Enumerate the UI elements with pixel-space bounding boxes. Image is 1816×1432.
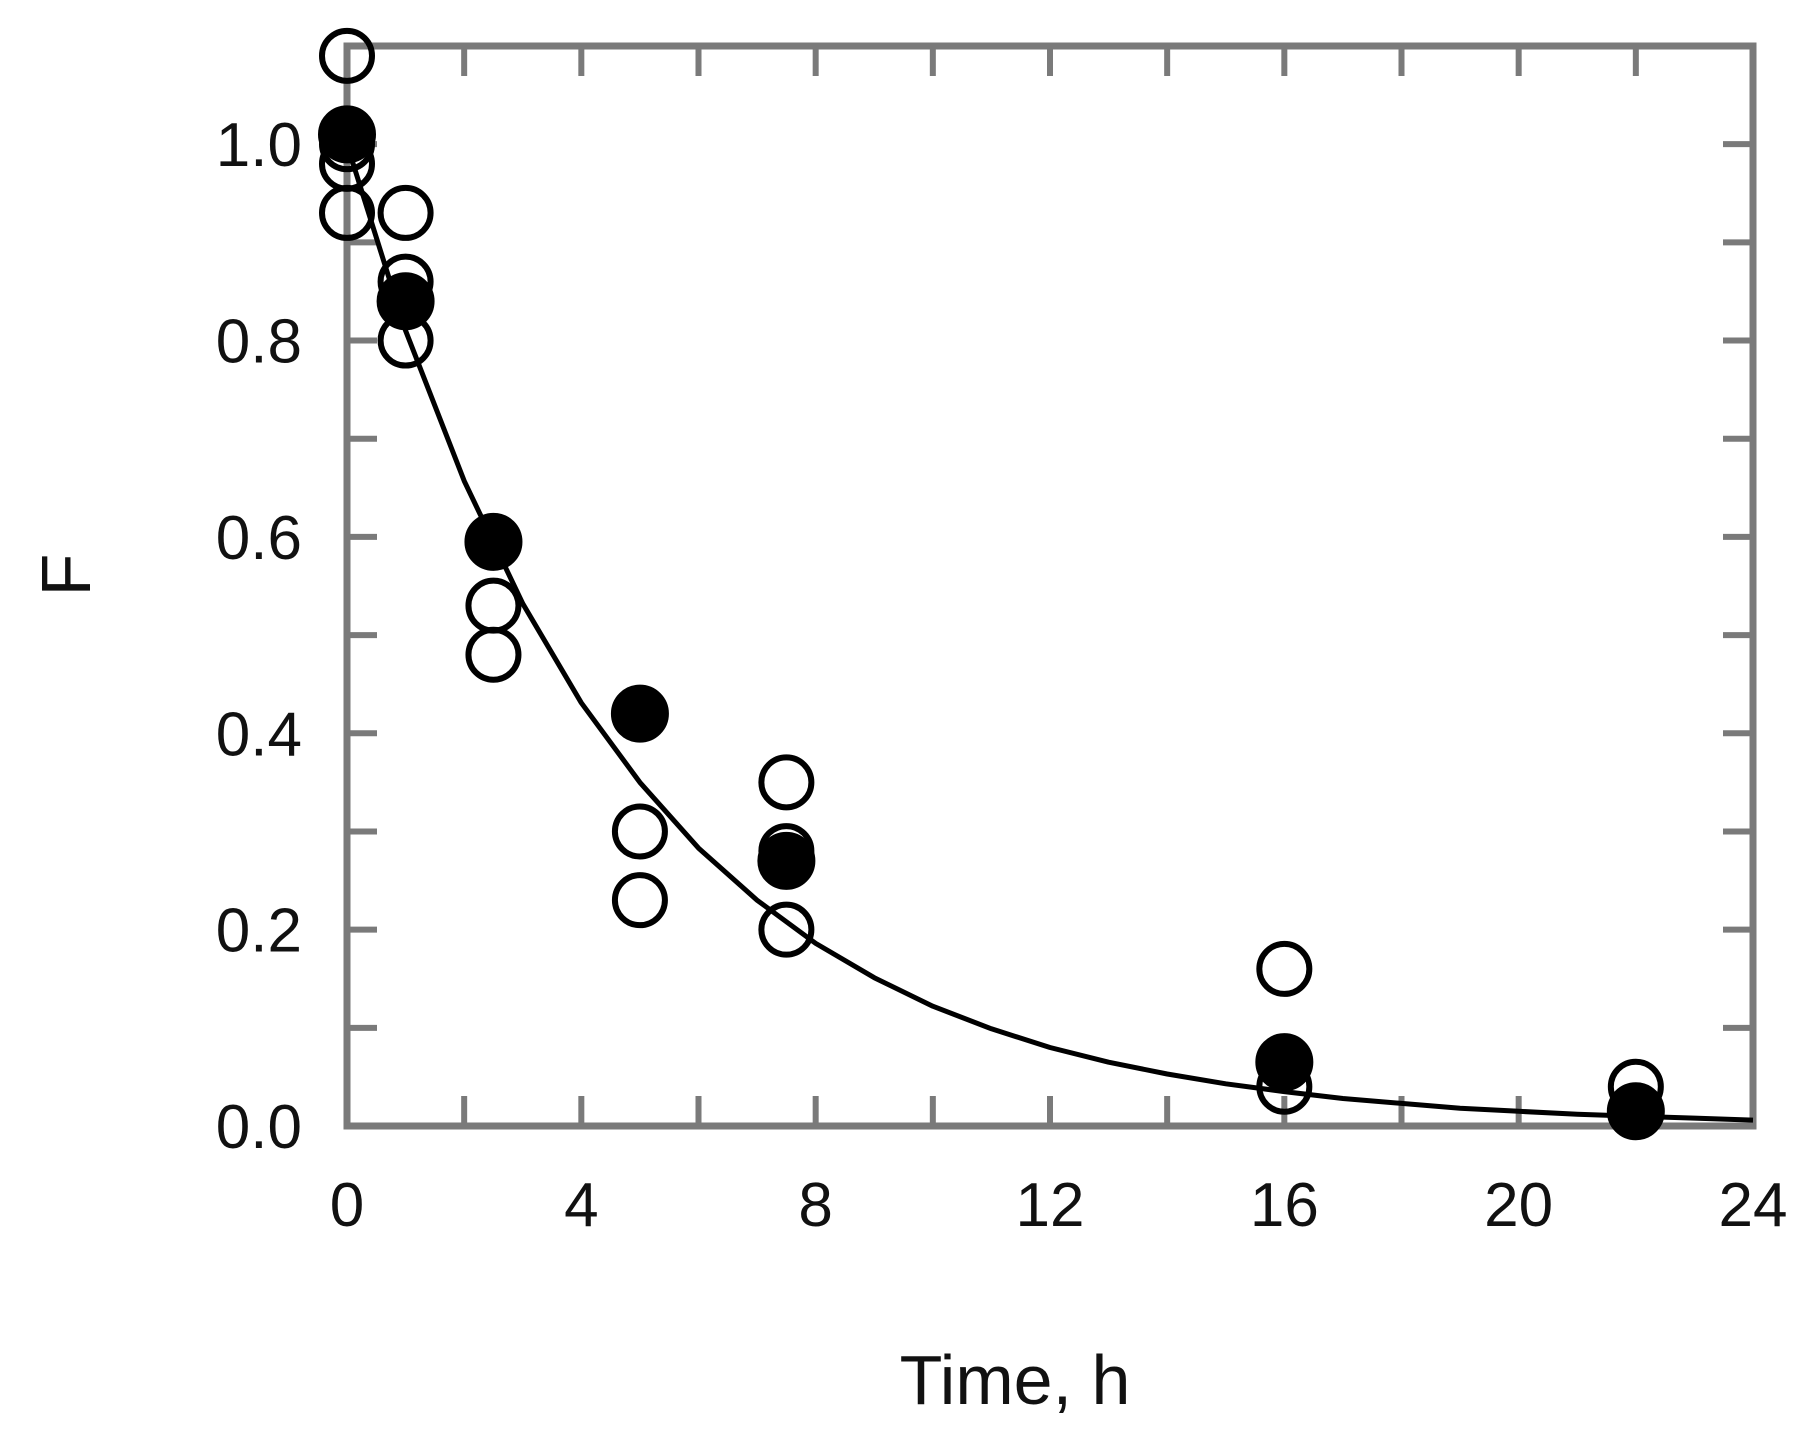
filled-circle-point [318,105,376,164]
axes [343,42,1757,1130]
filled-circle-point [610,684,669,743]
open-circle-point [465,626,522,683]
open-circle-point [611,872,668,929]
x-tick-label: 16 [1250,1171,1319,1240]
filled-circle-point [1255,1033,1314,1092]
y-tick-label: 0.6 [216,504,302,573]
tick-labels: 0 4 8 12 16 20 24 0.0 0.2 0.4 0.6 0.8 1.0 [216,111,1788,1240]
open-circle-point [319,27,375,84]
filled-circle-point [464,512,523,571]
open-circle-point [1256,940,1313,997]
open-circle-point [611,803,668,860]
plot-frame [343,42,1757,1130]
y-tick-label: 0.2 [216,897,302,966]
y-tick-label: 0.8 [216,308,302,377]
open-circle-point [758,901,815,958]
open-circle-point [758,754,815,811]
filled-circle-point [376,272,435,331]
fit-curve [344,143,1754,1123]
open-circle-point [465,577,522,634]
y-tick-label: 1.0 [216,111,302,180]
x-tick-label: 4 [564,1171,598,1240]
y-axis-label: F [27,554,105,597]
filled-circle-point [757,831,816,890]
x-tick-label: 12 [1016,1171,1085,1240]
x-tick-label: 20 [1484,1171,1553,1240]
y-tick-label: 0.4 [216,700,302,769]
open-circle-point [319,184,375,241]
fit-curve-layer [344,143,1754,1123]
open-circle-point [377,184,434,241]
x-axis-label: Time, h [900,1341,1131,1419]
x-tick-label: 8 [798,1171,832,1240]
filled-circle-point [1606,1082,1665,1141]
y-tick-label: 0.0 [216,1093,302,1162]
x-tick-label: 0 [330,1171,364,1240]
data-points-layer [318,27,1665,1141]
x-tick-label: 24 [1719,1171,1788,1240]
